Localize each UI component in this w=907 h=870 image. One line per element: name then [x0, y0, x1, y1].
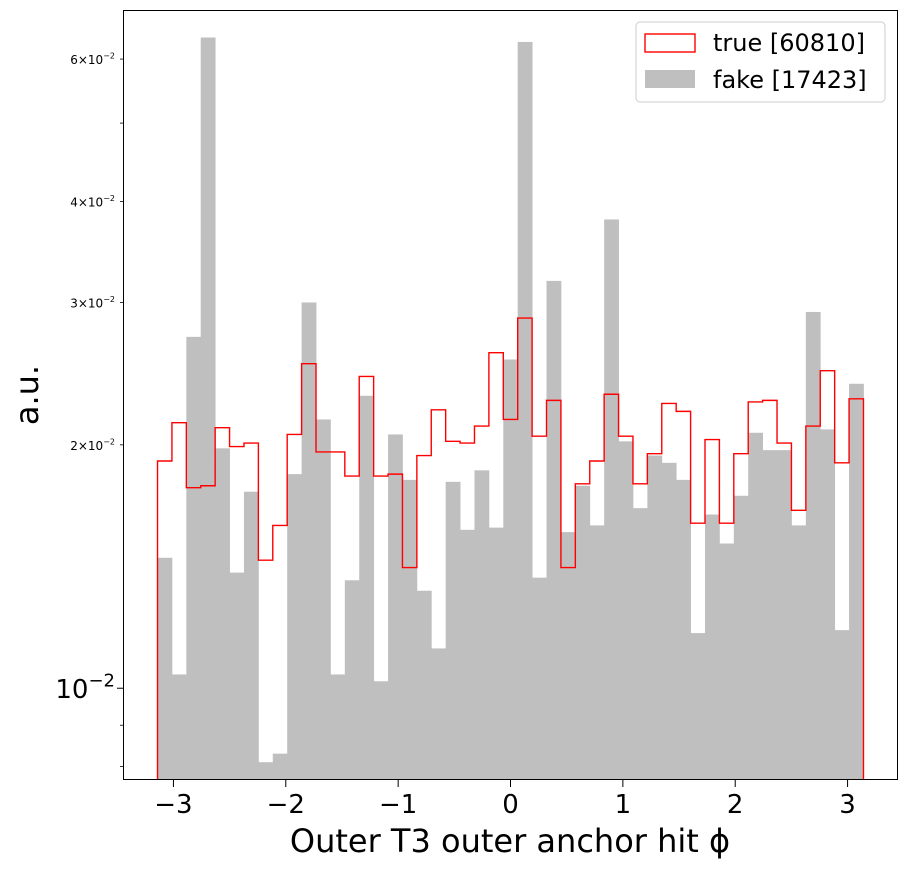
y-tick-label: 4×10−2 [70, 194, 115, 209]
fake-bar [589, 525, 605, 780]
fake-bar [344, 580, 360, 780]
fake-bar [719, 543, 735, 780]
legend-frame [635, 21, 886, 103]
fake-bar [157, 557, 173, 780]
fake-bar [171, 674, 187, 780]
fake-bar [791, 525, 807, 780]
x-tick-label: −2 [267, 790, 305, 820]
y-tick-label: 3×10−2 [70, 295, 115, 310]
fake-bar [546, 280, 562, 780]
fake-bar [503, 359, 519, 780]
legend: true [60810] fake [17423] [635, 21, 886, 103]
fake-bar [258, 762, 274, 780]
fake-bar [704, 514, 720, 780]
fake-bar [402, 479, 418, 780]
fake-bar [777, 450, 792, 780]
fake-bar [186, 336, 202, 780]
x-tick-label: 3 [839, 790, 856, 820]
legend-label-true: true [60810] [713, 29, 865, 57]
fake-bar [604, 219, 619, 781]
fake-bar [517, 41, 533, 780]
fake-bar [488, 527, 504, 780]
x-tick-label: 1 [615, 790, 632, 820]
legend-swatch-true [644, 33, 696, 53]
fake-bar [618, 441, 634, 780]
fake-bar [820, 429, 836, 780]
x-tick-label: −1 [379, 790, 417, 820]
fake-bar [243, 491, 259, 780]
fake-bar [373, 681, 389, 780]
fake-bar [762, 450, 778, 780]
fake-bar [805, 311, 821, 780]
fake-bar [575, 485, 591, 780]
fake-bar [460, 529, 475, 780]
x-tick-label: 2 [727, 790, 744, 820]
fake-bar [229, 572, 245, 780]
legend-label-fake: fake [17423] [713, 66, 867, 94]
fake-bar [431, 648, 447, 780]
fake-bar [330, 674, 346, 780]
true-histogram-step-line [156, 317, 865, 780]
fake-bar [632, 508, 648, 780]
fake-bar [676, 479, 691, 780]
fake-bar [560, 532, 576, 780]
legend-swatch-fake [645, 70, 695, 88]
fake-bar [532, 577, 547, 780]
x-tick-label: 0 [502, 790, 519, 820]
fake-bar [416, 590, 432, 780]
plot-frame [123, 10, 898, 780]
y-tick-label: 6×10−2 [70, 52, 115, 67]
x-axis-ticks: −3 −2 −1 0 1 2 3 [154, 780, 856, 820]
fake-bar [215, 448, 230, 780]
fake-bar [388, 434, 403, 780]
fake-bar [733, 495, 749, 780]
fake-bar [445, 481, 461, 780]
fake-bar [690, 633, 706, 780]
y-axis-label: a.u. [8, 365, 46, 425]
x-axis-label: Outer T3 outer anchor hit ϕ [290, 822, 730, 860]
fake-bar [359, 395, 375, 780]
fake-bar [272, 753, 288, 780]
y-axis-ticks: 10−2 2×10−2 3×10−2 4×10−2 6×10−2 [55, 52, 124, 767]
fake-bar [200, 37, 216, 780]
fake-bar [661, 462, 677, 780]
x-tick-label: −3 [154, 790, 192, 820]
y-tick-label: 2×10−2 [70, 437, 115, 452]
fake-bar [748, 432, 764, 780]
fake-bar [474, 470, 490, 780]
fake-bar [834, 630, 850, 780]
fake-bar [287, 474, 302, 780]
y-tick-label: 10−2 [55, 671, 115, 706]
fake-bar [647, 455, 663, 780]
fake-bar [316, 419, 331, 780]
fake-histogram-bars [157, 37, 864, 781]
fake-bar [849, 383, 864, 780]
fake-bar [301, 302, 317, 780]
